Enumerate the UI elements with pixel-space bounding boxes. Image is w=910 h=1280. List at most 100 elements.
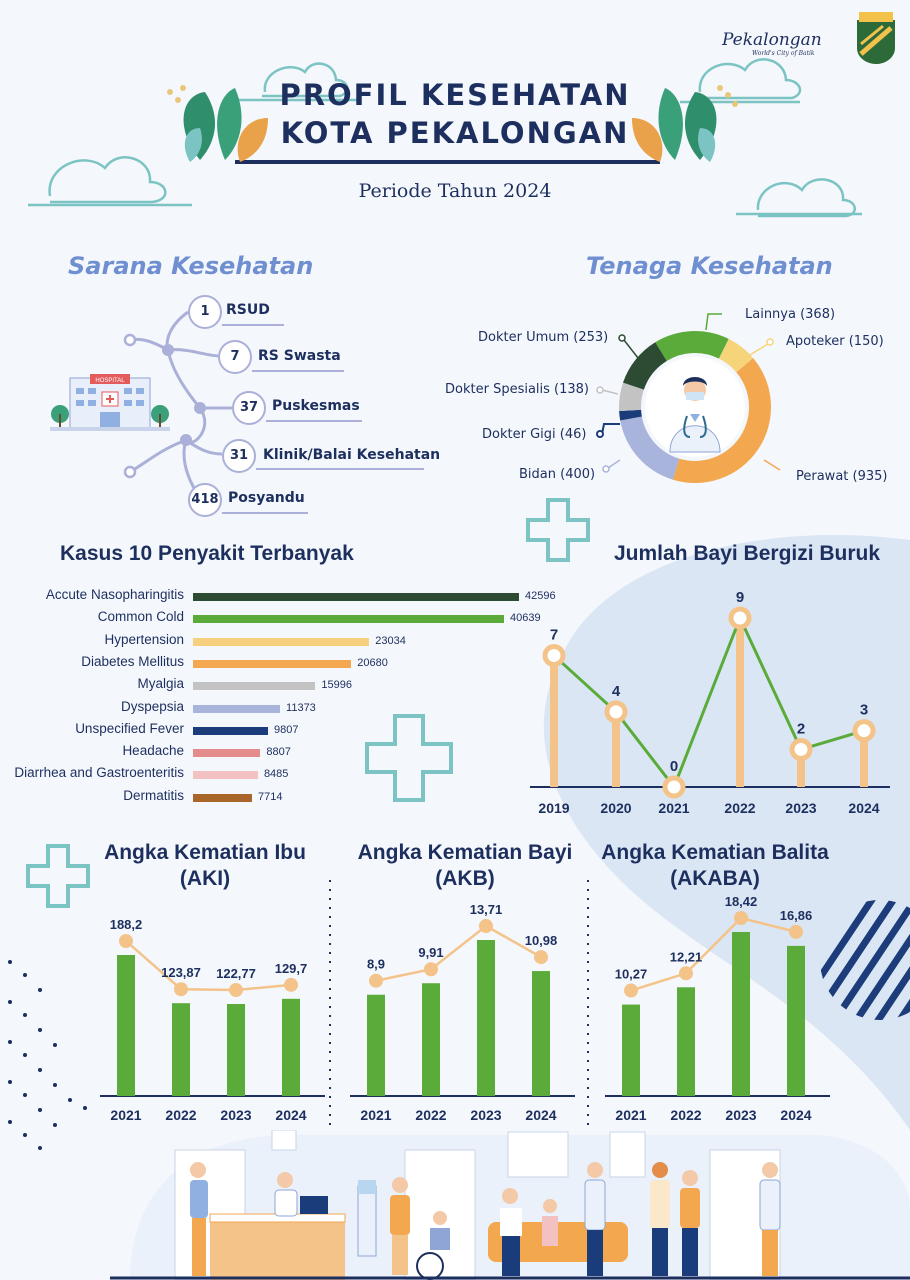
tenaga-donut-chart [619,331,771,483]
bar [193,637,370,646]
x-tick-label: 2021 [658,800,689,816]
hospital-icon: HOSPITAL [50,374,170,431]
bar [193,659,352,668]
x-tick-label: 2024 [780,1107,811,1123]
x-tick-label: 2020 [600,800,631,816]
x-tick-label: 2022 [724,800,755,816]
data-label: 13,71 [470,902,503,917]
akb-bar-chart: 8,9 2021 9,91 2022 13,71 2023 10,98 2024 [350,902,575,1123]
sarana-count: 31 [222,439,256,473]
bar-category-label: Common Cold [97,609,184,625]
akb-chart-title: Angka Kematian Bayi (AKB) [340,840,590,892]
donut-label-lainnya: Lainnya (368) [745,307,836,322]
divider [222,512,308,514]
bar-value-label: 8485 [263,768,289,781]
data-point [369,973,383,988]
data-label: 122,77 [216,966,256,981]
aki-bar-chart: 188,2 2021 123,87 2022 122,77 2023 129,7 2024 [100,917,325,1123]
aki-title-line2: (AKI) [179,867,231,890]
bar-category-label: Dermatitis [123,787,184,803]
bar [732,932,750,1096]
x-tick-label: 2023 [725,1107,756,1123]
donut-leaders [596,313,781,473]
aki-chart-title: Angka Kematian Ibu (AKI) [80,840,330,892]
akb-title-line2: (AKB) [435,867,495,890]
sarana-label: Posyandu [228,490,305,506]
x-tick-label: 2021 [110,1107,141,1123]
data-label: 7 [550,627,558,644]
bar [193,704,281,713]
bar-value-label: 11373 [286,701,316,714]
sarana-label: Puskesmas [272,398,360,414]
donut-segment [623,342,667,390]
sarana-count: 37 [232,391,266,425]
data-label: 2 [797,720,805,737]
lollipop-stem [612,711,620,787]
data-label: 12,21 [670,949,703,964]
bar-value-label: 20680 [357,656,388,669]
bar [193,793,253,802]
donut-label-apoteker: Apoteker (150) [786,334,884,349]
sarana-count: 418 [188,483,222,517]
x-tick-label: 2019 [538,800,569,816]
donut-label-dokter-spesialis: Dokter Spesialis (138) [445,382,590,397]
data-point [534,950,548,965]
akaba-title-line1: Angka Kematian Balita [601,841,829,864]
bar-value-label: 9807 [274,723,299,736]
data-point [542,644,566,668]
data-point [789,737,813,761]
bar [227,1004,245,1096]
data-point [424,962,438,977]
bar [677,987,695,1096]
malnutrition-line-chart: 7 2019 4 2020 0 2021 9 2022 2 2023 3 2024 [530,589,890,816]
data-point [662,775,686,799]
hospital-sign: HOSPITAL [95,378,125,384]
data-label: 123,87 [161,965,201,980]
data-label: 0 [670,758,678,775]
bar-value-label: 23034 [375,634,406,647]
sarana-count: 7 [218,340,252,374]
aki-title-line1: Angka Kematian Ibu [104,841,306,864]
bar [193,593,519,601]
x-tick-label: 2022 [415,1107,446,1123]
sarana-label: RSUD [226,302,270,318]
sarana-label: RS Swasta [258,348,341,364]
data-label: 16,86 [780,908,813,923]
bar-category-label: Headache [122,743,184,759]
series-line [552,614,865,791]
bar-category-label: Dyspepsia [120,698,184,714]
akb-title-line1: Angka Kematian Bayi [357,841,573,864]
data-point [174,982,188,997]
x-tick-label: 2023 [785,800,816,816]
bar-value-label: 7714 [258,790,283,803]
bar [193,771,258,780]
data-label: 10,98 [525,933,558,948]
trend-line [125,940,292,992]
doctor-icon [669,377,721,453]
sarana-label: Klinik/Balai Kesehatan [263,447,441,463]
page-title-line2: KOTA PEKALONGAN [280,116,630,150]
bar-value-label: 40639 [510,612,541,625]
data-label: 18,42 [725,894,758,909]
bar-value-label: 42596 [525,590,556,602]
bar-value-label: 15996 [321,679,353,692]
data-point [789,924,803,939]
bar-category-label: Diabetes Mellitus [81,653,184,669]
data-point [852,719,876,743]
lollipop-stem [860,730,868,787]
data-point [728,606,752,630]
city-emblem-icon [857,12,895,64]
bar-category-label: Accute Nasopharingitis [45,587,184,602]
data-label: 8,9 [367,957,385,972]
lollipop-stem [736,618,744,787]
donut-segment [619,409,642,421]
data-label: 4 [612,683,621,700]
bar [117,955,135,1096]
x-tick-label: 2024 [275,1107,306,1123]
bar [532,971,550,1096]
city-logo-subtext: World's City of Batik [752,50,815,57]
divider [266,420,362,422]
data-label: 9 [736,589,744,606]
malnutrition-chart-title: Jumlah Bayi Bergizi Buruk [614,542,881,565]
